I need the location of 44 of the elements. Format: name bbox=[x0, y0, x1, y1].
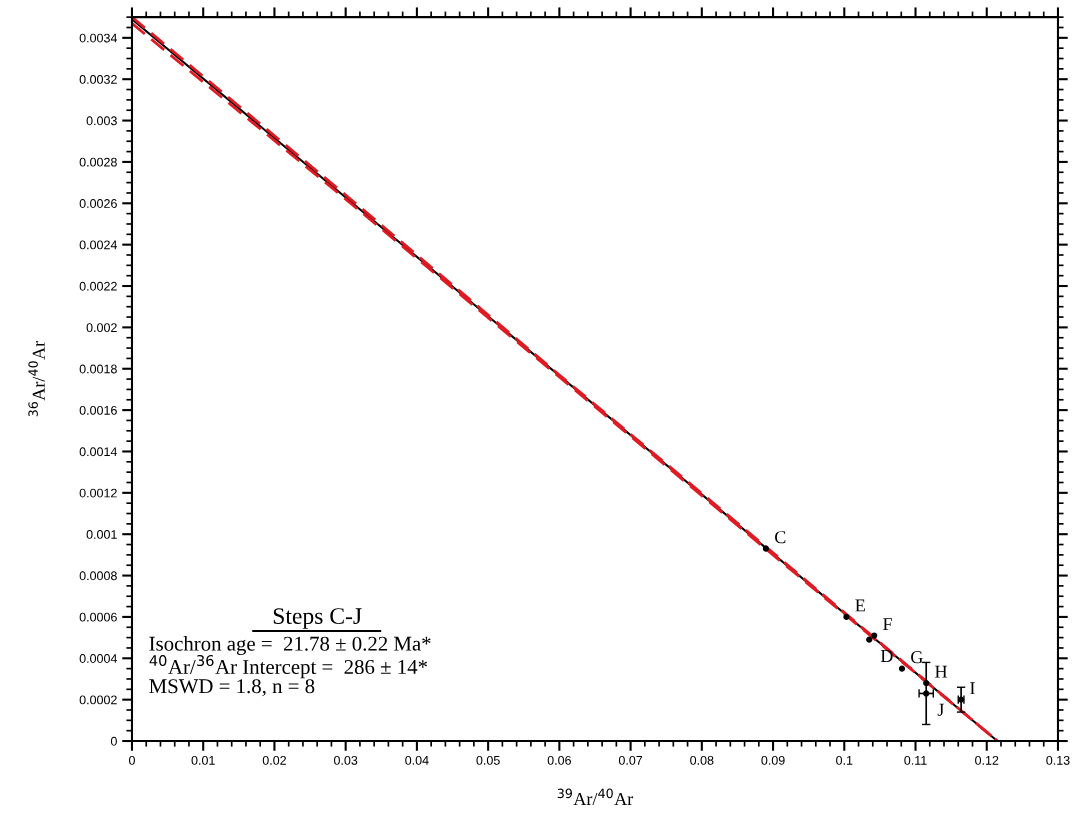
y-tick-label: 0.0008 bbox=[79, 571, 117, 581]
y-tick-label: 0.0014 bbox=[79, 447, 118, 457]
y-tick-label: 0.0018 bbox=[79, 364, 117, 374]
y-tick-label: 0.001 bbox=[86, 530, 117, 539]
x-tick-label: 0.09 bbox=[761, 755, 785, 765]
x-tick-label: 0.13 bbox=[1046, 755, 1070, 765]
y-tick-label: 0.0006 bbox=[79, 612, 117, 622]
x-tick-label: 0.05 bbox=[476, 755, 500, 765]
y-tick-label: 0.0022 bbox=[79, 281, 117, 291]
annotation: C bbox=[775, 531, 786, 544]
x-tick-label: 0.01 bbox=[191, 755, 215, 765]
x-tick-label: 0.1 bbox=[836, 755, 853, 765]
y-tick-label: 0.003 bbox=[86, 116, 117, 126]
annotation: H bbox=[935, 665, 948, 678]
y-tick-label: 0.0028 bbox=[79, 157, 117, 167]
x-tick-label: 0.02 bbox=[262, 755, 286, 765]
y-tick-label: 0 bbox=[110, 736, 117, 746]
y-tick-label: 0.0002 bbox=[79, 695, 117, 705]
x-tick-label: 0.12 bbox=[975, 755, 999, 765]
x-tick-label: 0.11 bbox=[904, 755, 927, 765]
y-tick-label: 0.002 bbox=[86, 323, 117, 333]
annotation: E bbox=[855, 599, 865, 612]
y-tick-label: 0.0032 bbox=[79, 75, 117, 84]
annotation: G bbox=[911, 651, 923, 664]
x-tick-label: 0.06 bbox=[547, 755, 571, 765]
x-tick-label: 0.04 bbox=[405, 755, 429, 765]
x-tick-label: 0.03 bbox=[334, 755, 358, 765]
y-tick-label: 0.0016 bbox=[79, 405, 117, 415]
x-tick-label: 0 bbox=[128, 755, 135, 765]
y-tick-label: 0.0026 bbox=[79, 199, 117, 208]
annotation: J bbox=[937, 703, 944, 716]
annotation: F bbox=[883, 618, 892, 630]
annotation: D bbox=[880, 650, 893, 662]
y-tick-label: 0.0034 bbox=[79, 33, 118, 43]
y-axis-title: $^{36}$Ar/$^{40}$Ar bbox=[28, 341, 45, 417]
x-axis-title: $^{39}$Ar/$^{40}$Ar bbox=[557, 788, 634, 806]
y-tick-label: 0.0012 bbox=[79, 488, 117, 498]
x-tick-label: 0.07 bbox=[618, 755, 643, 765]
annotation: I bbox=[970, 682, 975, 695]
y-tick-label: 0.0024 bbox=[79, 240, 118, 250]
x-tick-label: 0.08 bbox=[690, 755, 714, 765]
annotation: Isochron age = 21.78 ± 0.22 Ma* $^{40}$Ar/$^{36}$Ar Intercept = 286 ± 14* MSWD = 1.8, n = 8 bbox=[149, 636, 431, 697]
annotation: Steps C-J bbox=[273, 608, 362, 629]
y-tick-label: 0.0004 bbox=[79, 654, 118, 663]
